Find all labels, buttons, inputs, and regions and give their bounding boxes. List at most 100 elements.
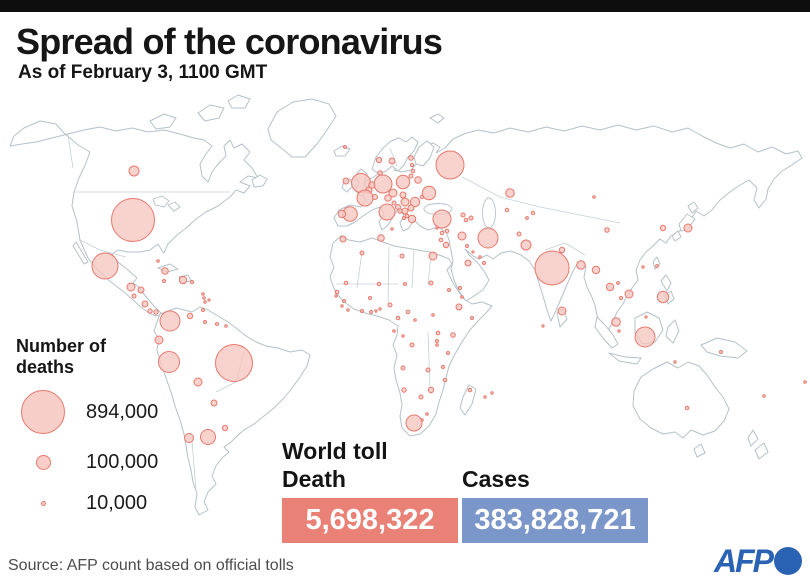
death-bubble-central-african-republic xyxy=(413,318,417,322)
source-attribution: Source: AFP count based on official toll… xyxy=(8,557,294,574)
death-bubble-colombia xyxy=(159,310,181,332)
death-bubble-bangladesh xyxy=(576,260,586,270)
island-newfoundland xyxy=(251,174,268,188)
island-java xyxy=(608,352,642,365)
death-bubble-czechia xyxy=(388,188,398,198)
death-bubble-libya xyxy=(399,253,405,259)
death-bubble-east-timor xyxy=(673,360,677,364)
legend-label-large: 894,000 xyxy=(86,400,159,423)
death-bubble-mexico xyxy=(91,252,119,280)
death-bubble-zambia xyxy=(425,367,431,373)
death-bubble-mali xyxy=(376,281,382,287)
death-bubble-switzerland xyxy=(372,194,378,200)
death-bubble-greece xyxy=(407,214,417,224)
death-bubble-uganda xyxy=(435,330,441,336)
death-bubble-taiwan xyxy=(655,264,659,268)
death-bubble-rwanda xyxy=(435,339,439,343)
island-madagascar xyxy=(459,384,477,416)
death-bubble-iran xyxy=(477,227,499,249)
death-bubble-nigeria xyxy=(387,302,393,308)
island-honshu xyxy=(678,213,696,232)
death-bubble-bahrain xyxy=(471,250,475,254)
death-bubble-reunion xyxy=(483,395,487,399)
cases-value-box: 383,828,721 xyxy=(462,498,648,543)
death-bubble-niger xyxy=(403,282,407,286)
death-bubble-turkey xyxy=(432,209,452,229)
death-bubble-india xyxy=(534,250,570,286)
landmass-africa xyxy=(329,235,493,437)
island-greenland xyxy=(267,98,337,158)
legend-row-medium: 100,000 xyxy=(16,451,186,474)
death-bubble-new-caledonia xyxy=(762,394,766,398)
death-bubble-el-salvador xyxy=(131,293,137,299)
death-bubble-burundi xyxy=(435,343,439,347)
death-bubble-iraq xyxy=(457,231,467,241)
landmass-baja xyxy=(72,241,89,265)
legend: Number of deaths 894,000 100,000 10,000 xyxy=(16,336,186,515)
legend-label-small: 10,000 xyxy=(86,492,148,515)
death-bubble-guadeloupe xyxy=(201,292,205,296)
death-bubble-barbados xyxy=(207,298,211,302)
death-bubble-estonia xyxy=(409,162,415,168)
death-bubble-kyrgyzstan xyxy=(530,210,536,216)
death-bubble-panama xyxy=(153,309,159,315)
death-bubble-thailand xyxy=(605,282,615,292)
death-bubble-benin xyxy=(378,307,382,311)
death-bubble-finland xyxy=(408,155,414,161)
death-bubble-saudi-arabia xyxy=(464,259,472,267)
death-bubble-serbia xyxy=(401,207,409,215)
death-bubble-austria xyxy=(384,194,392,202)
death-bubble-togo xyxy=(374,309,378,313)
caspian-sea xyxy=(482,197,496,229)
death-bubble-dominican-republic xyxy=(178,275,188,285)
island-tasmania xyxy=(693,443,706,458)
death-bubble-israel xyxy=(438,237,444,243)
death-bubble-kuwait xyxy=(465,244,469,248)
death-bubble-albania xyxy=(402,216,406,220)
death-bubble-portugal xyxy=(337,209,347,219)
death-bubble-sierra-leone xyxy=(340,304,344,308)
death-label: Death xyxy=(282,466,346,492)
death-bubble-jamaica xyxy=(162,279,166,283)
death-bubble-eswatini xyxy=(425,412,429,416)
death-bubble-norway xyxy=(375,156,383,164)
death-bubble-vietnam xyxy=(624,289,634,299)
island-sulawesi xyxy=(665,319,680,344)
death-bubble-bolivia xyxy=(193,377,203,387)
death-bubble-st-lucia xyxy=(203,300,207,304)
death-bubble-south-africa xyxy=(405,414,423,432)
death-bubble-venezuela xyxy=(186,312,194,320)
death-bubble-ivory-coast xyxy=(360,309,364,313)
island-victoria xyxy=(149,113,177,130)
death-bubble-djibouti xyxy=(460,295,464,299)
death-bubble-italy xyxy=(378,203,396,221)
legend-title: Number of deaths xyxy=(16,336,106,378)
death-bubble-jordan xyxy=(442,241,450,249)
death-bubble-china xyxy=(604,227,610,233)
death-bubble-cambodia xyxy=(618,295,624,301)
island-new-guinea xyxy=(700,337,748,359)
death-bubble-azerbaijan xyxy=(468,215,474,221)
island-svalbard xyxy=(429,113,445,124)
death-bubble-malawi xyxy=(441,365,445,369)
death-bubble-guyana xyxy=(203,320,207,324)
death-bubble-south-korea xyxy=(659,224,667,232)
death-bubble-mozambique xyxy=(442,377,448,383)
death-bubble-peru xyxy=(158,351,180,373)
death-bubble-canada xyxy=(128,165,140,177)
death-bubble-honduras xyxy=(137,286,145,294)
death-bubble-moldova xyxy=(419,194,425,200)
death-bubble-botswana xyxy=(418,394,424,400)
island-iceland xyxy=(333,145,351,157)
death-bubble-guinea xyxy=(342,299,346,303)
death-bubble-armenia xyxy=(463,217,469,223)
death-bubble-mauritius xyxy=(490,391,494,395)
death-bubble-argentina xyxy=(200,429,216,445)
legend-circle-medium xyxy=(35,455,51,471)
death-bubble-gabon xyxy=(392,329,396,333)
death-bubble-ireland xyxy=(342,177,350,185)
death-bubble-australia xyxy=(684,405,690,411)
death-bubble-yemen xyxy=(458,286,462,290)
death-bubble-malta xyxy=(390,227,394,231)
afp-logo-text: AFP xyxy=(714,542,774,579)
